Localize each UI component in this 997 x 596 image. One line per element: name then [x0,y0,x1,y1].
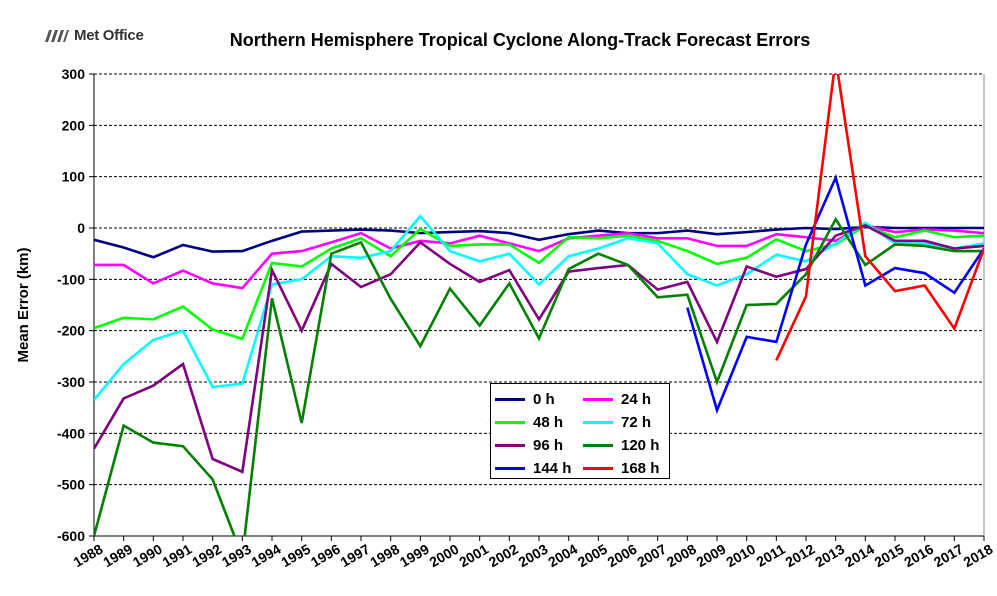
legend-label: 24 h [621,391,652,408]
x-tick-label: 2018 [961,541,996,571]
met-office-logo: Met Office [44,27,144,44]
series-line-144-h [686,173,984,415]
legend-entry: 168 h [583,457,671,480]
series-line-0-h [94,225,984,259]
legend-entry: 0 h [495,388,583,411]
met-office-logo-icon [45,29,69,42]
legend-entry: 24 h [583,388,671,411]
legend-swatch [495,444,525,447]
y-tick-label: 0 [77,220,85,236]
chart-title: Northern Hemisphere Tropical Cyclone Alo… [229,30,811,50]
legend-swatch [495,421,525,424]
logo-text: Met Office [74,27,144,44]
legend-label: 120 h [621,437,660,454]
legend-label: 144 h [533,460,572,477]
legend-label: 72 h [621,414,652,431]
legend-label: 96 h [533,437,564,454]
legend-swatch [583,421,613,424]
y-tick-label: -300 [57,374,85,390]
legend-entry: 96 h [495,434,583,457]
y-tick-label: -200 [57,323,85,339]
legend-label: 48 h [533,414,564,431]
legend-label: 0 h [533,391,555,408]
legend-swatch [495,398,525,401]
legend-entry: 48 h [495,411,583,434]
y-tick-label: -400 [57,425,85,441]
legend: 0 h 24 h 48 h 72 h 96 h 120 h 144 h 168 h [490,383,670,479]
y-tick-label: -600 [57,528,85,544]
series-line-72-h [94,214,984,401]
legend-swatch [583,398,613,401]
y-tick-label: -100 [57,271,85,287]
legend-entry: 144 h [495,457,583,480]
legend-swatch [495,467,525,470]
legend-swatch [583,467,613,470]
series-line-168-h [775,74,984,361]
y-tick-label: 200 [62,117,86,133]
y-tick-label: 100 [62,169,86,185]
legend-entry: 120 h [583,434,671,457]
y-tick-label: -500 [57,477,85,493]
series-line-120-h [94,216,984,536]
y-axis-label: Mean Error (km) [15,247,32,362]
legend-swatch [583,444,613,447]
legend-entry: 72 h [583,411,671,434]
y-tick-label: 300 [62,66,86,82]
series-line-24-h [94,224,984,290]
legend-label: 168 h [621,460,660,477]
series-line-96-h [94,224,984,474]
